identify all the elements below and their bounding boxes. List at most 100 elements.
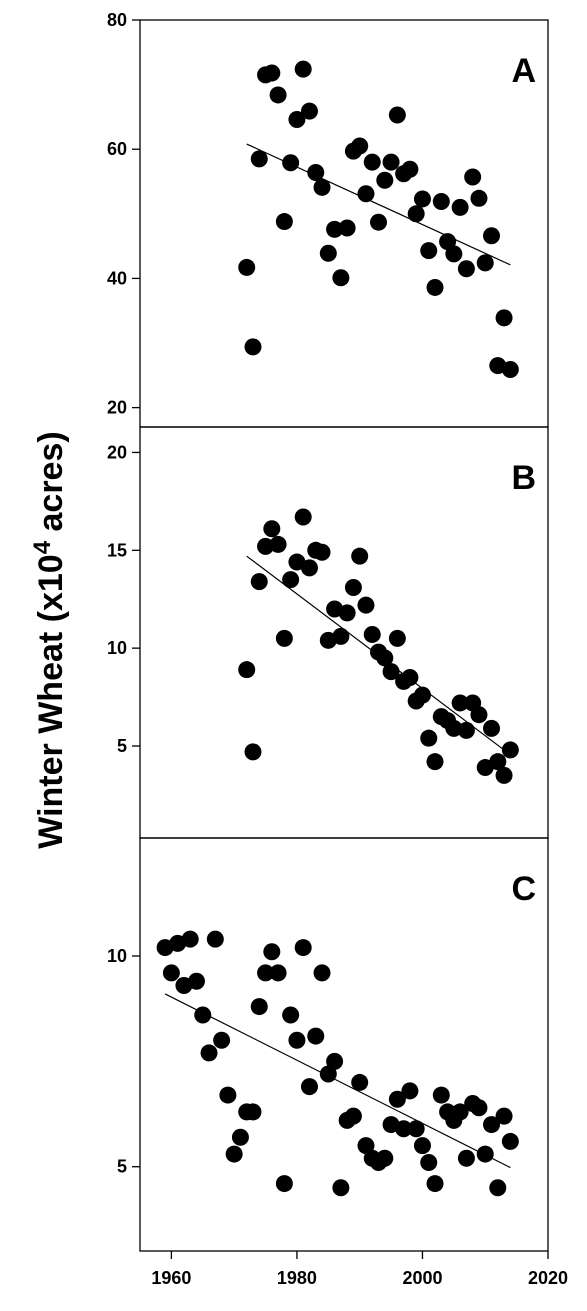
panel-a-point-1983 <box>307 163 325 181</box>
panel-c-point-1977 <box>269 964 287 982</box>
panel-c-point-2000 <box>413 1137 431 1155</box>
xtick-label-2020: 2020 <box>528 1268 568 1288</box>
xtick-label-1960: 1960 <box>151 1268 191 1288</box>
panel-b-ytick-label-5: 5 <box>117 736 127 756</box>
panel-c-point-1960 <box>162 964 180 982</box>
panel-b-point-1984 <box>313 543 331 561</box>
panel-b-point-2012 <box>489 753 507 771</box>
panel-c-point-1983 <box>307 1027 325 1045</box>
panel-c-point-1982 <box>300 1078 318 1096</box>
panel-a-point-2003 <box>432 193 450 211</box>
panel-c-point-1963 <box>181 930 199 948</box>
panel-a-point-1984 <box>313 178 331 196</box>
panel-b-point-1987 <box>332 627 350 645</box>
panel-b-point-2001 <box>420 729 438 747</box>
panel-c-point-1987 <box>332 1179 350 1197</box>
panel-c-point-2002 <box>426 1175 444 1193</box>
panel-b-point-1979 <box>282 571 300 589</box>
panel-a-ytick-label-40: 40 <box>107 268 127 288</box>
panel-a-point-1986 <box>326 220 344 238</box>
panel-b-point-1976 <box>263 520 281 538</box>
panel-b-point-1988 <box>338 604 356 622</box>
y-axis-label-superscript: 4 <box>29 540 56 554</box>
panel-c-frame <box>139 837 549 1252</box>
panel-a-point-1973 <box>244 338 262 356</box>
panel-a-point-1974 <box>250 150 268 168</box>
panel-a-point-1977 <box>269 86 287 104</box>
panel-c-point-1980 <box>288 1031 306 1049</box>
xtick-label-2000: 2000 <box>402 1268 442 1288</box>
panel-a-point-2006 <box>451 198 469 216</box>
panel-a-point-2001 <box>420 242 438 260</box>
panel-c-point-1984 <box>313 964 331 982</box>
panel-b-point-1996 <box>388 629 406 647</box>
panel-b-ytick-label-15: 15 <box>107 540 127 560</box>
panel-b-point-2005 <box>445 719 463 737</box>
panel-a-point-1995 <box>382 153 400 171</box>
panel-c-point-1969 <box>219 1086 237 1104</box>
panel-a-point-1999 <box>407 205 425 223</box>
y-axis-label-tail: acres) <box>32 431 70 541</box>
panel-a-point-1985 <box>319 244 337 262</box>
panel-a-point-1982 <box>300 102 318 120</box>
panel-c-point-2012 <box>489 1179 507 1197</box>
panel-b-point-1974 <box>250 573 268 591</box>
panel-c-label: C <box>511 870 536 908</box>
panel-a-point-1994 <box>376 171 394 189</box>
y-axis-label: Winter Wheat (x104 acres) <box>29 431 70 848</box>
panel-a-point-2013 <box>495 309 513 327</box>
panel-b-label: B <box>511 459 536 497</box>
panel-a-point-1981 <box>294 60 312 78</box>
panel-b-point-2002 <box>426 753 444 771</box>
panel-c-point-2009 <box>470 1099 488 1117</box>
panel-c-point-1968 <box>213 1031 231 1049</box>
panel-a-point-1990 <box>351 137 369 155</box>
panel-b-point-1972 <box>238 661 256 679</box>
panel-c-point-1974 <box>250 998 268 1016</box>
panel-a-point-1980 <box>288 110 306 128</box>
panel-b-point-2009 <box>470 706 488 724</box>
panel-c-point-2011 <box>483 1116 501 1134</box>
panel-c-point-1981 <box>294 939 312 957</box>
panel-b-point-1977 <box>269 535 287 553</box>
panel-b-ytick-label-20: 20 <box>107 442 127 462</box>
panel-c-point-2001 <box>420 1154 438 1171</box>
panel-c-ytick-label-5: 5 <box>117 1157 127 1177</box>
panel-a-label: A <box>511 52 536 90</box>
panel-c-point-2014 <box>501 1132 519 1150</box>
xtick-label-1980: 1980 <box>277 1268 317 1288</box>
y-axis-label-main: Winter Wheat (x10 <box>32 554 70 848</box>
panel-b-point-2013 <box>495 766 513 784</box>
panel-b-point-1975 <box>257 537 275 555</box>
panel-b-ytick-label-10: 10 <box>107 638 127 658</box>
panel-a-point-2000 <box>413 190 431 208</box>
panel-b: 5 10 15 20 B <box>107 426 549 839</box>
panels-group: 20 40 60 80 A 5 10 15 20 B 5 10 C <box>107 10 549 1252</box>
panel-c-point-1978 <box>275 1175 293 1193</box>
panel-b-point-1995 <box>382 663 400 681</box>
panel-c-point-1990 <box>351 1073 369 1091</box>
panel-a-point-2010 <box>476 254 494 272</box>
panel-c-point-1986 <box>326 1052 344 1070</box>
panel-c-point-2007 <box>457 1149 475 1167</box>
panel-c: 5 10 C <box>107 837 549 1252</box>
panel-a-point-1972 <box>238 258 256 276</box>
panel-a-point-1988 <box>338 219 356 237</box>
panel-b-point-1998 <box>401 669 419 687</box>
panel-c-point-1991 <box>357 1137 375 1155</box>
panel-c-point-1979 <box>282 1006 300 1024</box>
panel-c-point-2003 <box>432 1086 450 1104</box>
panel-b-point-2000 <box>413 686 431 704</box>
panel-c-point-1997 <box>395 1120 413 1138</box>
panel-a-point-2007 <box>457 260 475 278</box>
panel-b-point-2011 <box>483 719 501 737</box>
panel-c-point-1970 <box>225 1145 243 1163</box>
panel-b-point-1981 <box>294 508 312 526</box>
panel-a-point-2011 <box>483 227 501 245</box>
panel-c-point-1976 <box>263 943 281 961</box>
panel-c-point-1975 <box>257 964 275 982</box>
panel-a-point-2002 <box>426 278 444 296</box>
panel-a-point-2005 <box>445 245 463 263</box>
panel-b-point-1992 <box>363 625 381 643</box>
